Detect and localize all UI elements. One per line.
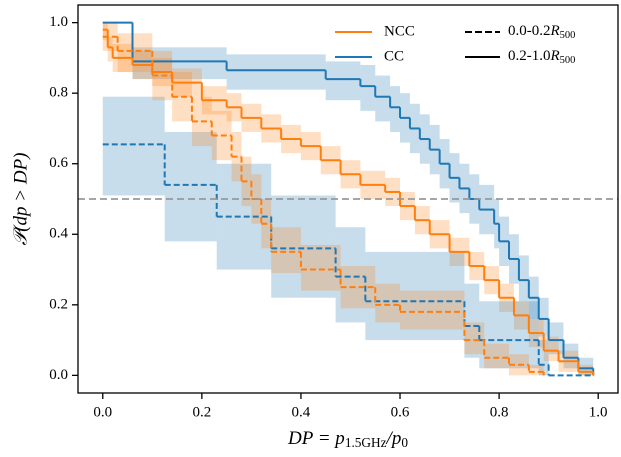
label-part: R	[550, 48, 560, 64]
axes: 0.0 0.2 0.4 0.6 0.8 1.0 0.0 0.2 0.4 0.6 0.8 1.0 𝒫(dp…	[10, 4, 619, 450]
confidence-band	[390, 86, 401, 132]
lines	[78, 21, 618, 377]
confidence-band	[543, 336, 559, 362]
label-part: 1.5GHz	[345, 435, 387, 450]
confidence-band	[400, 290, 465, 330]
confidence-band	[300, 244, 341, 291]
y-tick-label: 0.8	[49, 85, 68, 101]
x-tick-label: 0.2	[192, 404, 211, 420]
confidence-band	[578, 364, 594, 376]
label-part: 0.2-1.0	[508, 48, 551, 64]
confidence-band	[164, 131, 217, 242]
confidence-band	[360, 64, 376, 111]
x-tick-label: 0.8	[490, 404, 509, 420]
plot-frame	[77, 4, 619, 394]
y-tick-label: 0.6	[49, 155, 68, 171]
confidence-band	[102, 96, 165, 196]
confidence-band	[548, 322, 564, 355]
confidence-band	[271, 195, 336, 298]
confidence-band	[365, 251, 465, 341]
confidence-band	[117, 33, 153, 73]
confidence-band	[538, 340, 549, 376]
confidence-band	[538, 297, 549, 337]
label: 0.2-1.0R500	[508, 48, 575, 66]
confidence-band	[271, 227, 301, 274]
confidence-band	[102, 22, 108, 41]
confidence-band	[132, 47, 227, 80]
y-tick-label: 1.0	[49, 14, 68, 30]
x-tick-label: 0.6	[391, 404, 410, 420]
label-part: DP = p	[287, 428, 345, 449]
legend-label: NCC	[384, 23, 415, 39]
confidence-band	[375, 283, 401, 323]
x-tick-label: 1.0	[589, 404, 608, 420]
confidence-band	[484, 343, 510, 369]
label-part: 500	[560, 30, 576, 41]
confidence-band	[107, 36, 113, 62]
confidence-band	[528, 364, 544, 376]
y-tick-label: 0.0	[49, 367, 68, 383]
label-part: /p	[386, 428, 402, 449]
legend-label: CC	[384, 48, 404, 64]
y-tick-label: 0.2	[49, 296, 68, 312]
x-tick-label: 0.4	[292, 404, 311, 420]
label-part: R	[550, 23, 560, 39]
confidence-band	[375, 75, 391, 122]
x-tick-label: 0.0	[93, 404, 112, 420]
label-part: 0	[401, 435, 408, 450]
y-axis-label: 𝒫(dp > DP)	[10, 152, 31, 245]
confidence-band	[325, 61, 361, 101]
label: 0.0-0.2R500	[508, 23, 575, 41]
label-part: 0.0-0.2	[508, 23, 551, 39]
y-tick-label: 0.4	[49, 226, 68, 242]
label-part: 500	[560, 55, 576, 66]
label: DP = p1.5GHz/p0	[287, 428, 408, 450]
confidence-band	[226, 54, 326, 90]
confidence-band	[518, 255, 529, 302]
confidence-band	[464, 322, 485, 355]
